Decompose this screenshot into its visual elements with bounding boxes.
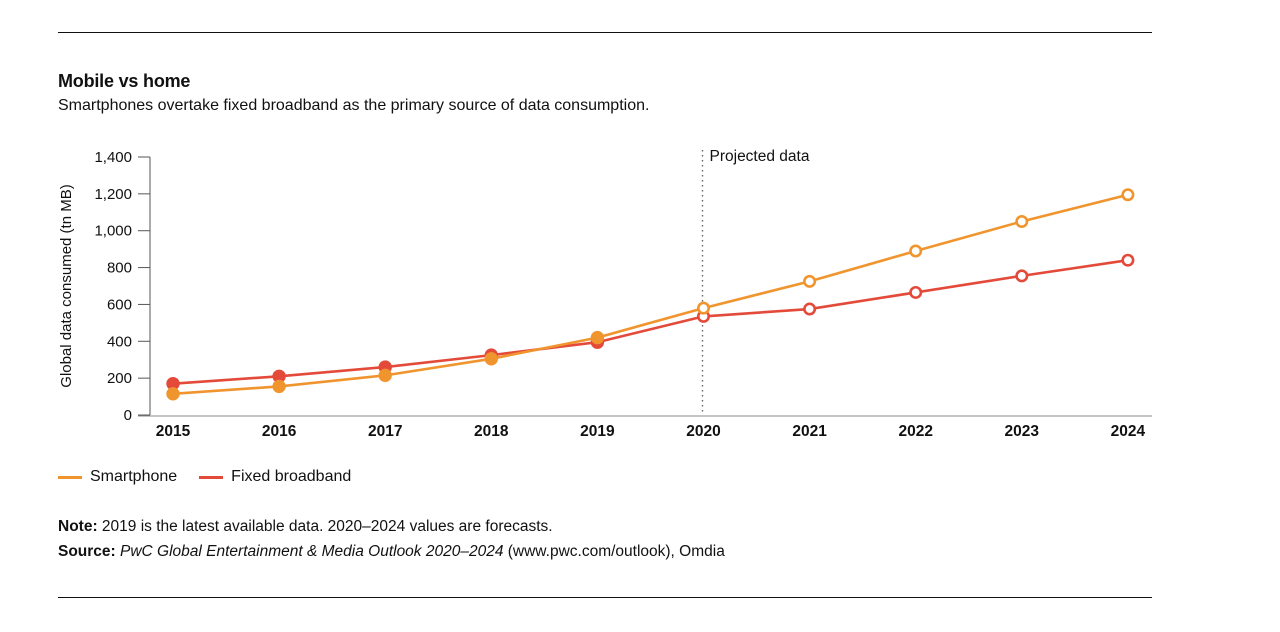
x-tick-label: 2021 [792, 423, 827, 440]
legend: Smartphone Fixed broadband [58, 468, 373, 486]
legend-swatch-smartphone [58, 475, 82, 479]
data-point-fixed-broadband-2023 [1015, 269, 1029, 283]
x-tick-label: 2022 [898, 423, 932, 440]
y-tick-label: 200 [107, 370, 132, 387]
legend-label-fixed-broadband: Fixed broadband [231, 468, 352, 485]
x-tick-label: 2023 [1005, 423, 1040, 440]
y-tick-label: 1,200 [94, 186, 132, 203]
data-point-smartphone-2023 [1015, 215, 1029, 229]
top-rule [58, 32, 1152, 33]
legend-swatch-fixed-broadband [199, 475, 224, 479]
chart-subtitle: Smartphones overtake fixed broadband as … [58, 97, 650, 114]
data-point-smartphone-2021 [803, 274, 817, 288]
projected-data-label: Projected data [710, 148, 810, 165]
legend-item-smartphone: Smartphone [58, 468, 177, 486]
x-tick-label: 2018 [474, 423, 509, 440]
chart-title: Mobile vs home [58, 71, 191, 91]
source-text: (www.pwc.com/outlook), Omdia [503, 543, 725, 560]
note: Note: 2019 is the latest available data.… [58, 518, 553, 536]
legend-item-fixed-broadband: Fixed broadband [199, 468, 351, 486]
series-line-smartphone [172, 193, 1129, 396]
y-axis-title: Global data consumed (tn MB) [58, 184, 75, 387]
data-point-fixed-broadband-2024 [1121, 253, 1135, 267]
data-point-smartphone-2020 [696, 301, 710, 315]
data-point-smartphone-2022 [909, 244, 923, 258]
source: Source: PwC Global Entertainment & Media… [58, 543, 725, 561]
bottom-rule [58, 597, 1152, 598]
source-label: Source: [58, 543, 116, 560]
data-point-smartphone-2019 [590, 330, 605, 345]
note-text: 2019 is the latest available data. 2020–… [97, 518, 553, 535]
y-tick-label: 1,400 [94, 149, 132, 166]
data-point-fixed-broadband-2021 [803, 302, 817, 316]
data-point-smartphone-2017 [378, 368, 392, 383]
data-point-smartphone-2016 [272, 379, 286, 394]
data-point-smartphone-2015 [166, 387, 180, 401]
note-label: Note: [58, 518, 98, 535]
source-title: PwC Global Entertainment & Media Outlook… [115, 543, 504, 560]
y-tick-label: 400 [107, 333, 132, 350]
x-tick-label: 2020 [686, 423, 720, 440]
y-tick-label: 0 [124, 407, 132, 424]
y-tick-label: 600 [107, 296, 132, 313]
series-line-fixed-broadband [172, 258, 1129, 385]
y-tick-label: 1,000 [94, 223, 132, 240]
x-tick-label: 2016 [262, 423, 297, 440]
x-tick-label: 2024 [1111, 423, 1146, 440]
legend-label-smartphone: Smartphone [90, 468, 178, 485]
data-point-smartphone-2018 [484, 352, 498, 366]
data-point-smartphone-2024 [1121, 188, 1135, 202]
x-tick-label: 2017 [368, 423, 402, 440]
x-tick-label: 2015 [156, 423, 191, 440]
x-tick-label: 2019 [580, 423, 615, 440]
y-tick-label: 800 [107, 260, 132, 277]
data-point-fixed-broadband-2022 [909, 285, 923, 299]
